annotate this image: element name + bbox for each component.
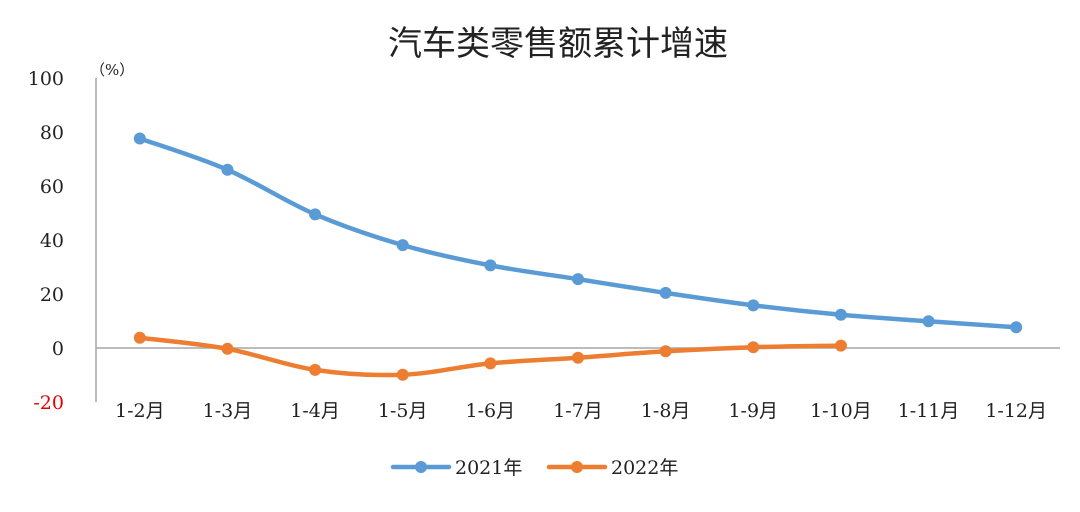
series-line-1 (137, 335, 844, 378)
data-point-marker (834, 339, 847, 352)
x-tick-label: 1-3月 (203, 400, 253, 422)
data-point-marker (309, 363, 322, 376)
data-point-marker (484, 259, 497, 272)
series-line-0 (137, 136, 1019, 330)
data-point-marker (133, 331, 146, 344)
data-point-marker (396, 368, 409, 381)
data-point-marker (659, 345, 672, 358)
y-tick-label: 20 (40, 284, 64, 306)
legend-swatch-marker (571, 461, 583, 473)
legend-swatch-marker (415, 461, 427, 473)
x-tick-label: 1-11月 (898, 400, 960, 422)
data-point-marker (221, 163, 234, 176)
y-tick-label: 100 (28, 68, 64, 90)
x-tick-label: 1-9月 (728, 400, 778, 422)
data-point-marker (221, 342, 234, 355)
data-point-marker (834, 308, 847, 321)
x-tick-label: 1-8月 (641, 400, 691, 422)
data-point-marker (747, 341, 760, 354)
series-layer (133, 132, 1023, 381)
data-point-marker (659, 286, 672, 299)
data-point-marker (572, 351, 584, 364)
x-tick-label: 1-5月 (378, 400, 428, 422)
x-tick-label: 1-6月 (466, 400, 516, 422)
chart-title: 汽车类零售额累计增速 (388, 24, 728, 64)
data-point-marker (922, 315, 935, 328)
y-tick-label: 0 (52, 338, 64, 360)
y-tick-label: 80 (40, 122, 64, 144)
data-point-marker (309, 208, 322, 221)
y-tick-label: 60 (40, 176, 64, 198)
data-point-marker (1010, 321, 1023, 334)
y-tick-label: 40 (40, 230, 64, 252)
y-tick-label: -20 (33, 392, 64, 414)
data-point-marker (484, 357, 497, 370)
x-tick-label: 1-4月 (290, 400, 340, 422)
data-point-marker (396, 239, 409, 252)
data-point-marker (133, 132, 146, 145)
x-tick-label: 1-7月 (553, 400, 603, 422)
data-point-marker (572, 273, 584, 286)
data-point-marker (747, 299, 760, 312)
legend: 2021年 2022年 (390, 457, 678, 479)
x-axis: 1-2月 1-3月 1-4月 1-5月 1-6月 1-7月 1-8月 1-9月 1-10月 1-1… (96, 347, 1060, 422)
x-tick-label: 1-10月 (810, 400, 872, 422)
x-tick-label: 1-2月 (115, 400, 165, 422)
legend-label: 2022年 (611, 457, 678, 479)
legend-label: 2021年 (455, 457, 522, 479)
x-tick-label: 1-12月 (985, 400, 1047, 422)
y-axis: 100 80 60 40 20 0 -20 (28, 68, 97, 414)
y-axis-unit-label: （%） (90, 61, 134, 79)
